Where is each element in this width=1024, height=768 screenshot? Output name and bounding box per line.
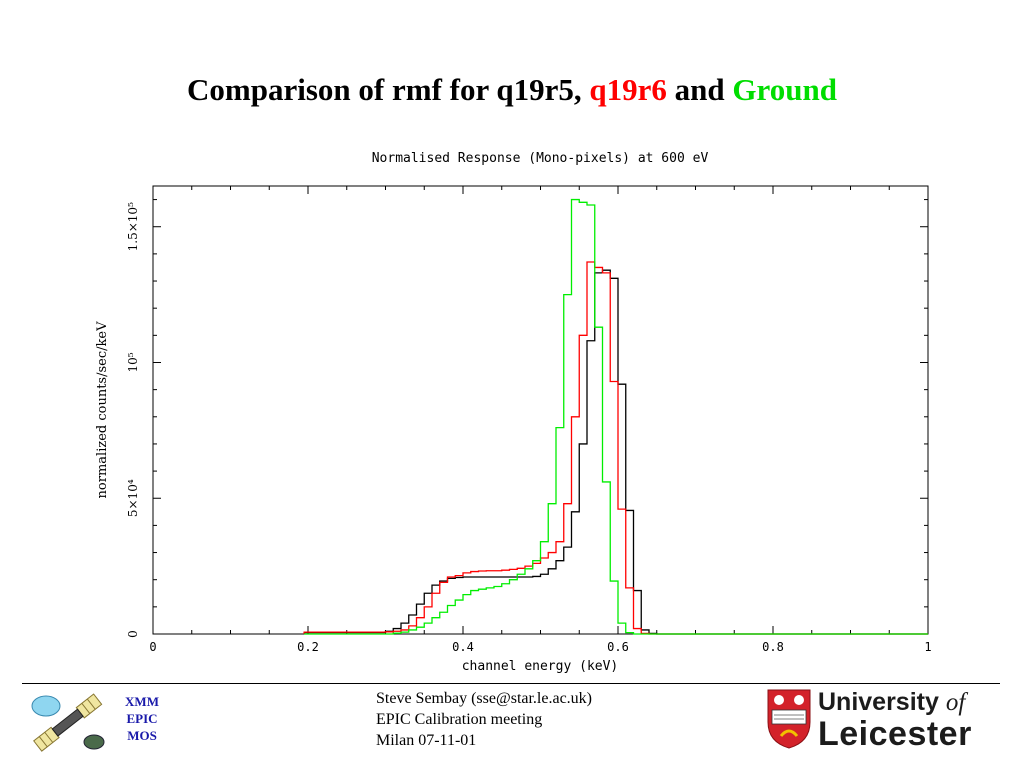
series-lines — [303, 198, 928, 635]
presenter-line: Steve Sembay (sse@star.le.ac.uk) — [376, 690, 593, 707]
y-tick-label: 0 — [126, 630, 140, 638]
footer-divider — [22, 683, 1000, 684]
title-part4: Ground — [732, 72, 837, 107]
x-tick-label: 0.4 — [452, 640, 474, 654]
x-tick-label: 0 — [149, 640, 156, 654]
tick-labels: 0 0.2 0.4 0.6 0.8 1 0 5×10⁴ 10⁵ 1.5×10⁵ — [126, 202, 932, 654]
university-of: of — [945, 689, 966, 716]
y-axis-label: normalized counts/sec/keV — [95, 321, 110, 499]
slide-title: Comparison of rmf for q19r5, q19r6 and G… — [0, 72, 1024, 108]
leicester-crest-icon — [767, 689, 811, 749]
xmm-epic-mos-label: XMM EPIC MOS — [120, 693, 164, 744]
university-wordmark: University of Leicester — [818, 688, 972, 751]
y-tick-label: 1.5×10⁵ — [126, 202, 140, 251]
title-part3: and — [666, 72, 733, 107]
x-axis-label: channel energy (keV) — [462, 659, 619, 674]
y-tick-label: 5×10⁴ — [126, 479, 140, 517]
tick-marks — [152, 186, 929, 635]
y-tick-label: 10⁵ — [126, 352, 140, 372]
plot-frame — [152, 185, 929, 635]
presenter-info: Steve Sembay (sse@star.le.ac.uk) EPIC Ca… — [376, 688, 592, 751]
series-line-3 — [304, 198, 928, 635]
x-tick-label: 0.6 — [607, 640, 629, 654]
location-date-line: Milan 07-11-01 — [376, 732, 477, 749]
xmm-line: XMM — [125, 694, 159, 709]
title-part2: q19r6 — [589, 72, 667, 107]
series-line-1 — [303, 269, 928, 635]
meeting-line: EPIC Calibration meeting — [376, 711, 543, 728]
chart-title: Normalised Response (Mono-pixels) at 600… — [372, 151, 709, 166]
xmm-satellite-icon — [31, 693, 105, 752]
response-chart: Normalised Response (Mono-pixels) at 600… — [95, 151, 932, 674]
mos-line: MOS — [127, 728, 157, 743]
series-line-2 — [303, 261, 928, 635]
x-tick-label: 0.2 — [297, 640, 319, 654]
title-part1: Comparison of rmf for q19r5, — [187, 72, 590, 107]
leicester-word: Leicester — [818, 715, 972, 753]
university-word: University — [818, 688, 946, 716]
epic-line: EPIC — [126, 711, 158, 726]
x-tick-label: 0.8 — [762, 640, 784, 654]
x-tick-label: 1 — [924, 640, 931, 654]
